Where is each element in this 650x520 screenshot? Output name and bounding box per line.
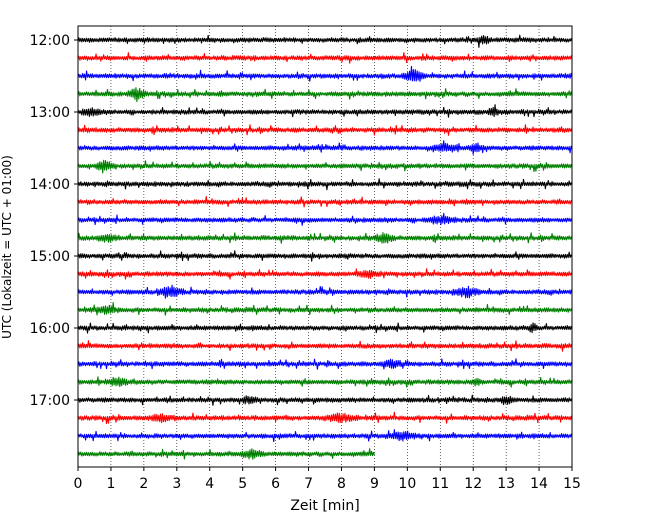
trace-1245 xyxy=(77,87,573,103)
x-tick-label-12: 12 xyxy=(464,476,482,492)
y-tick-label-1300: 13:00 xyxy=(30,105,70,121)
x-tick-label-1: 1 xyxy=(106,476,115,492)
trace-1715 xyxy=(77,411,573,425)
trace-1215 xyxy=(77,52,573,64)
trace-1615 xyxy=(77,340,573,352)
x-axis-ticks: 0 1 2 3 4 5 6 7 8 9 10 11 12 13 14 15 xyxy=(74,467,581,492)
y-tick-label-1400: 14:00 xyxy=(30,177,70,193)
y-tick-label-1600: 16:00 xyxy=(30,321,70,337)
y-axis-label: UTC (Lokalzeit = UTC + 01:00) xyxy=(0,155,14,339)
x-tick-label-14: 14 xyxy=(530,476,548,492)
x-tick-label-3: 3 xyxy=(172,476,181,492)
trace-1500 xyxy=(77,250,573,262)
trace-1630 xyxy=(77,358,573,370)
x-tick-label-0: 0 xyxy=(74,476,83,492)
trace-1600 xyxy=(77,322,573,334)
trace-1200 xyxy=(77,34,573,48)
x-tick-label-9: 9 xyxy=(370,476,379,492)
x-tick-label-4: 4 xyxy=(205,476,214,492)
trace-1515 xyxy=(77,268,573,280)
x-axis-label: Zeit [min] xyxy=(290,498,359,514)
trace-1315 xyxy=(77,124,573,136)
plot-frame xyxy=(77,25,573,468)
y-tick-label-1700: 17:00 xyxy=(30,393,70,409)
x-tick-label-6: 6 xyxy=(271,476,280,492)
x-tick-label-13: 13 xyxy=(497,476,515,492)
trace-1345 xyxy=(77,159,573,174)
trace-1400 xyxy=(77,178,573,191)
y-tick-label-1500: 15:00 xyxy=(30,249,70,265)
trace-1445 xyxy=(77,232,573,244)
x-tick-label-11: 11 xyxy=(431,476,449,492)
trace-1230 xyxy=(77,65,573,82)
trace-1745 xyxy=(77,448,375,460)
x-tick-label-15: 15 xyxy=(563,476,581,492)
x-tick-label-2: 2 xyxy=(139,476,148,492)
x-tick-label-7: 7 xyxy=(304,476,313,492)
x-tick-label-10: 10 xyxy=(398,476,416,492)
seismogram-traces xyxy=(77,34,573,460)
y-axis-ticks: 12:00 13:00 14:00 15:00 16:00 17:00 xyxy=(30,33,78,409)
x-tick-label-8: 8 xyxy=(337,476,346,492)
x-tick-label-5: 5 xyxy=(238,476,247,492)
trace-1330 xyxy=(77,140,573,155)
trace-1730 xyxy=(77,429,573,443)
trace-1430 xyxy=(77,212,573,226)
y-tick-label-1200: 12:00 xyxy=(30,33,70,49)
trace-1530 xyxy=(77,284,573,299)
trace-1700 xyxy=(77,394,573,406)
trace-1545 xyxy=(77,302,573,316)
trace-1300 xyxy=(77,104,573,118)
trace-1415 xyxy=(77,195,573,208)
trace-1645 xyxy=(77,376,573,388)
